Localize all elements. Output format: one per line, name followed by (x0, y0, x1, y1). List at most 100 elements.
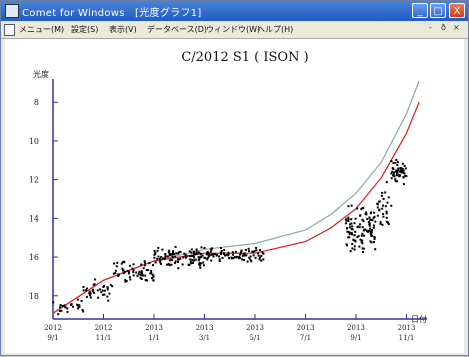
observation-point (394, 180, 397, 183)
observation-point (170, 263, 173, 266)
observation-point (368, 229, 371, 232)
title-bar[interactable]: Comet for Windows [光度グラフ1] _ □ X (1, 1, 468, 21)
observation-point (382, 197, 385, 200)
chart-title: C/2012 S1 ( ISON ) (181, 50, 308, 65)
observation-point (255, 249, 258, 252)
observation-point (364, 228, 367, 231)
observation-point (84, 289, 87, 292)
observation-point (258, 256, 261, 259)
close-button[interactable]: X (449, 3, 465, 18)
observation-point (150, 272, 152, 275)
observation-point (249, 255, 252, 258)
observation-point (190, 262, 193, 265)
observation-point (125, 280, 128, 283)
observation-point (398, 170, 401, 173)
observation-point (161, 248, 164, 251)
observation-point (122, 269, 125, 272)
light-curve-chart: C/2012 S1 ( ISON ) 光度 日付 810121416182012… (29, 50, 428, 342)
observation-point (218, 255, 220, 258)
observation-point (57, 313, 60, 316)
observation-point (177, 252, 180, 255)
observation-point (361, 242, 364, 245)
menu-settings[interactable]: 設定(S) (71, 25, 99, 34)
observation-point (387, 223, 390, 226)
observation-point (396, 173, 398, 176)
observation-point (392, 173, 395, 176)
observation-point (358, 245, 361, 248)
observation-point (399, 169, 402, 172)
menu-help[interactable]: ヘルプ(H) (257, 25, 294, 34)
observation-point (369, 227, 372, 230)
observation-point (174, 260, 177, 263)
observation-point (166, 263, 168, 266)
observation-point (158, 257, 161, 260)
observation-point (168, 249, 171, 252)
observation-point (369, 232, 372, 235)
observation-point (218, 258, 221, 261)
maximize-button[interactable]: □ (430, 3, 446, 18)
observation-point (232, 257, 235, 260)
observation-point (112, 272, 115, 275)
observation-point (195, 249, 198, 252)
observation-point (220, 253, 222, 256)
app-icon (5, 4, 19, 18)
observation-point (60, 309, 63, 312)
x-tick-year: 2013 (398, 324, 416, 332)
observation-point (378, 208, 381, 211)
observation-point (351, 247, 354, 250)
observation-point (351, 243, 354, 245)
mdi-close-button[interactable]: × (453, 23, 460, 32)
observation-point (193, 256, 195, 259)
observation-point (114, 272, 117, 274)
observation-point (240, 249, 243, 252)
observation-point (235, 256, 238, 259)
menu-database[interactable]: データベース(D) (147, 25, 208, 34)
observation-point (109, 283, 112, 286)
observation-point (52, 301, 55, 304)
observation-point (124, 280, 127, 283)
observation-point (171, 256, 174, 259)
mdi-restore-button[interactable]: ð (441, 23, 446, 32)
observation-point (366, 230, 369, 233)
minimize-button[interactable]: _ (412, 3, 428, 18)
observation-point (117, 274, 120, 277)
observation-point (214, 252, 217, 255)
observation-point (221, 257, 224, 259)
observation-point (140, 278, 143, 280)
observation-point (171, 255, 174, 258)
observation-point (199, 253, 202, 256)
observation-point (59, 306, 62, 309)
observation-point (230, 256, 233, 259)
observation-point (220, 250, 223, 252)
observation-point (353, 248, 356, 251)
observation-point (106, 288, 109, 291)
menu-menu[interactable]: メニュー(M) (19, 25, 65, 34)
observation-point (153, 256, 156, 259)
observation-point (80, 300, 83, 302)
observation-point (212, 253, 215, 256)
observation-point (223, 252, 225, 255)
observation-point (96, 289, 99, 292)
observation-point (132, 263, 135, 266)
observation-point (132, 274, 135, 277)
observation-point (108, 292, 111, 295)
observation-point (396, 171, 398, 174)
observation-point (233, 255, 236, 258)
observation-point (117, 273, 120, 276)
observation-point (243, 252, 246, 255)
menu-window[interactable]: ウィンドウ(W) (206, 25, 261, 34)
mdi-minimize-button[interactable]: - (429, 23, 432, 32)
observation-point (368, 216, 371, 219)
observation-point (381, 223, 384, 226)
observation-point (390, 160, 393, 162)
observation-point (78, 305, 81, 308)
observation-point (353, 234, 356, 237)
menu-view[interactable]: 表示(V) (109, 25, 137, 34)
observation-point (199, 266, 202, 269)
observation-point (197, 251, 200, 254)
observation-point (402, 175, 405, 178)
document-icon[interactable] (4, 24, 15, 36)
observation-point (385, 220, 388, 223)
observation-point (350, 204, 353, 207)
observation-point (139, 274, 142, 277)
